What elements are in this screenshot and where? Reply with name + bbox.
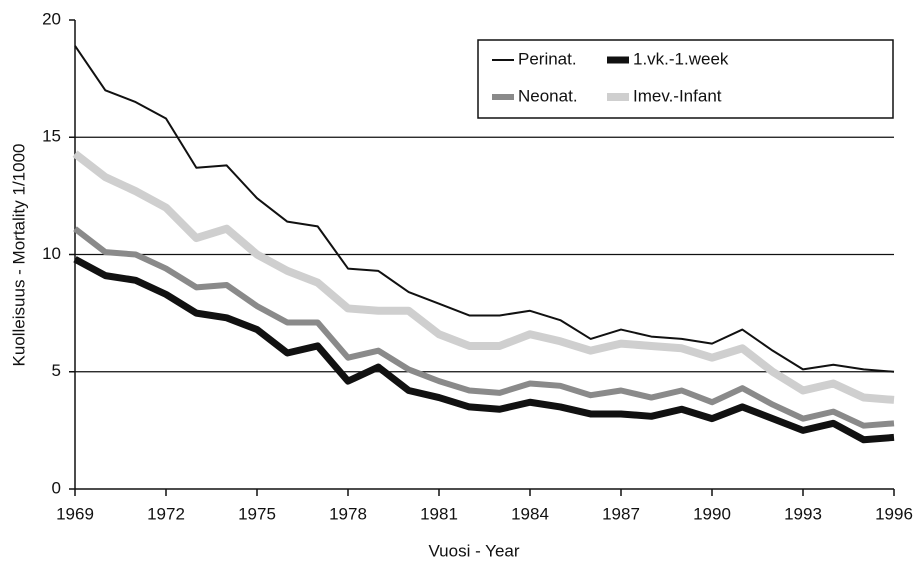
legend-label: Neonat. [518,86,578,105]
series-line [73,256,895,444]
legend-label: Imev.-Infant [633,86,722,105]
x-tick-label: 1996 [875,504,913,523]
x-tick-label: 1987 [602,504,640,523]
y-tick-label: 5 [52,361,61,380]
legend-box [477,39,894,119]
y-tick-label: 10 [42,244,61,263]
legend-label: 1.vk.-1.week [633,49,729,68]
legend-label: Perinat. [518,49,577,68]
x-tick-label: 1993 [784,504,822,523]
x-tick-label: 1984 [511,504,549,523]
series-line [74,45,895,373]
y-tick-label: 0 [52,478,61,497]
x-tick-label: 1990 [693,504,731,523]
x-tick-label: 1975 [238,504,276,523]
series-line [73,226,895,429]
x-tick-label: 1981 [420,504,458,523]
y-axis-label: Kuolleisuus - Mortality 1/1000 [9,143,28,366]
x-tick-label: 1972 [147,504,185,523]
series-line [72,150,895,404]
x-tick-label: 1978 [329,504,367,523]
x-tick-label: 1969 [56,504,94,523]
y-tick-label: 15 [42,127,61,146]
x-axis-label: Vuosi - Year [428,541,519,560]
y-tick-label: 20 [42,9,61,28]
